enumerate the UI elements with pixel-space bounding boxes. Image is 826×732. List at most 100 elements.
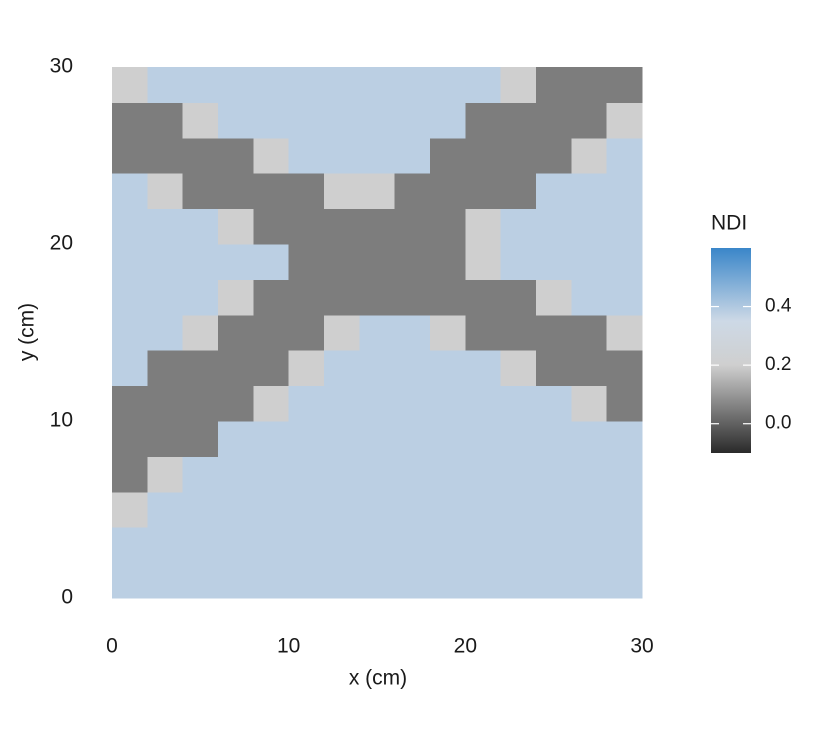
raster-cell [324, 491, 360, 528]
raster-cell [606, 385, 643, 422]
raster-cell [500, 244, 537, 280]
raster-cell [218, 527, 254, 564]
raster-cell [606, 314, 643, 351]
raster-cell [182, 208, 219, 245]
raster-cell [606, 279, 643, 316]
raster-cell [147, 527, 184, 564]
raster-cell [218, 67, 254, 103]
raster-cell [571, 456, 608, 493]
raster-cell [536, 244, 572, 280]
x-tick-label: 30 [630, 635, 653, 658]
raster-cell [147, 456, 184, 493]
raster-cell [465, 314, 502, 351]
raster-cell [606, 137, 643, 174]
raster-cell [359, 279, 396, 316]
raster-cell [394, 314, 431, 351]
raster-cell [288, 421, 325, 457]
raster-cell [394, 208, 431, 245]
color-tick-label: 0.4 [765, 296, 792, 317]
raster-cell [430, 67, 466, 103]
y-tick-label: 10 [50, 409, 73, 432]
raster-cell [253, 456, 290, 493]
raster-cell [394, 244, 431, 280]
raster-cell [571, 102, 608, 139]
raster-cell [324, 562, 360, 599]
raster-cell [571, 527, 608, 564]
x-tick-label: 20 [454, 635, 477, 658]
raster-cell [324, 244, 360, 280]
raster-cell [394, 421, 431, 457]
raster-cell [571, 491, 608, 528]
raster-cell [536, 279, 572, 316]
raster-cell [288, 385, 325, 422]
raster-cell [500, 350, 537, 387]
raster-cell [253, 491, 290, 528]
raster-cell [112, 562, 148, 599]
raster-cell [500, 527, 537, 564]
raster-cell [394, 137, 431, 174]
y-tick-label: 20 [50, 232, 73, 255]
raster-cell [430, 208, 466, 245]
raster-cell [324, 314, 360, 351]
raster-cell [218, 350, 254, 387]
x-tick-label: 10 [277, 635, 300, 658]
raster-cell [571, 173, 608, 210]
raster-cell [606, 527, 643, 564]
raster-cell [465, 279, 502, 316]
raster-cell [571, 208, 608, 245]
raster-cell [359, 173, 396, 210]
raster-cell [465, 208, 502, 245]
raster-cell [394, 456, 431, 493]
raster-cell [182, 67, 219, 103]
raster-cell [218, 385, 254, 422]
raster-cell [182, 314, 219, 351]
raster-cell [253, 173, 290, 210]
raster-cell [253, 527, 290, 564]
raster-cell [147, 173, 184, 210]
raster-cell [288, 279, 325, 316]
raster-cell [465, 491, 502, 528]
raster-cell [500, 173, 537, 210]
raster-cell [394, 562, 431, 599]
raster-cell [536, 67, 572, 103]
raster-cell [465, 244, 502, 280]
raster-cell [536, 562, 572, 599]
raster-cell [288, 491, 325, 528]
raster-cell [500, 137, 537, 174]
raster-cell [359, 102, 396, 139]
raster-cell [394, 491, 431, 528]
raster-cell [536, 456, 572, 493]
raster-cell [394, 173, 431, 210]
raster-cell [430, 137, 466, 174]
raster-cell [147, 208, 184, 245]
raster-cell [112, 279, 148, 316]
raster-cell [288, 350, 325, 387]
raster-cell [324, 102, 360, 139]
raster-cell [147, 279, 184, 316]
y-axis-title: y (cm) [16, 303, 39, 361]
raster-cell [324, 67, 360, 103]
raster-cell [465, 67, 502, 103]
raster-cell [288, 456, 325, 493]
raster-cell [430, 491, 466, 528]
raster-cell [500, 562, 537, 599]
raster-cell [182, 562, 219, 599]
raster-cell [536, 137, 572, 174]
raster-cell [359, 456, 396, 493]
raster-cell [359, 244, 396, 280]
raster-cell [571, 67, 608, 103]
raster-cell [571, 350, 608, 387]
raster-cell [324, 350, 360, 387]
raster-cell [182, 173, 219, 210]
raster-cell [218, 491, 254, 528]
raster-cell [430, 173, 466, 210]
raster-cell [359, 562, 396, 599]
raster-cell [430, 562, 466, 599]
raster-cell [147, 350, 184, 387]
raster-cell [288, 208, 325, 245]
raster-cell [606, 208, 643, 245]
raster-cell [536, 527, 572, 564]
raster-cell [112, 244, 148, 280]
raster-cell [571, 562, 608, 599]
